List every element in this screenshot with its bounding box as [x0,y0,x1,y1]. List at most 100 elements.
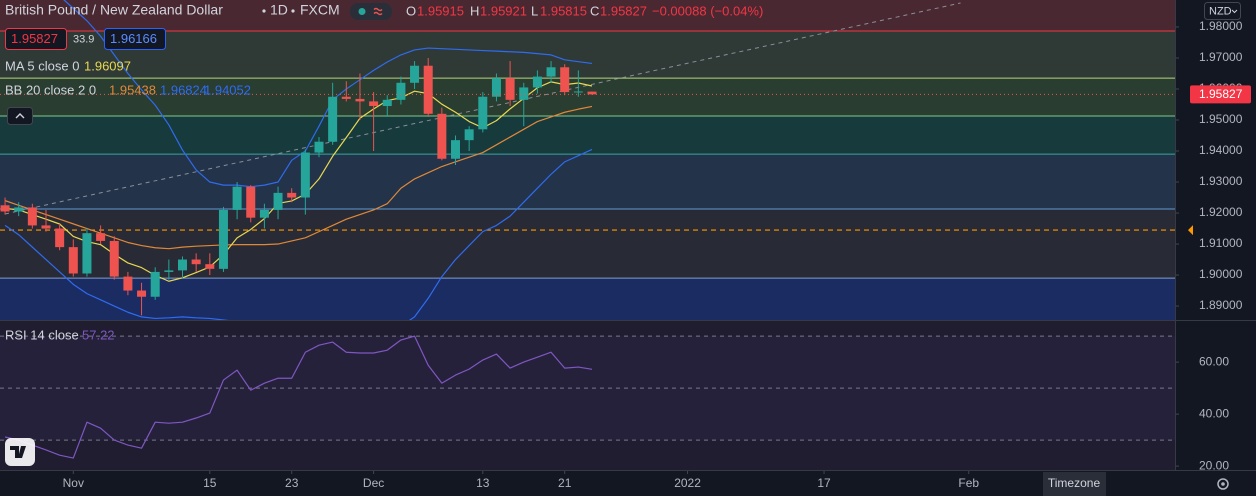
candle-body [109,240,119,277]
button-frame [7,107,33,125]
currency-dropdown[interactable]: NZD [1204,2,1241,20]
y-tick-label: 1.92000 [1199,205,1243,219]
settings-button[interactable] [1217,478,1229,490]
timezone: Timezone [1048,476,1101,490]
change: −0.00088 (−0.04%) [652,3,763,18]
ohlc-letter: O [406,3,416,18]
ohlc-letter: L [531,3,538,18]
rsi-y-tick-label: 60.00 [1199,354,1229,368]
pill-background [350,3,392,20]
rsi-line [4,335,593,459]
candle-body [437,113,447,159]
bb-upper-line [63,0,593,188]
ohlc-close: 1.95827 [600,3,647,18]
candle-body [259,209,269,218]
rsi-pane [0,335,1175,459]
last-price-label: 1.95827 [1199,87,1243,101]
zone [0,208,1175,279]
chevron-down [1231,9,1238,14]
gear-ring [1217,478,1229,490]
rsi-y-tick-label: 40.00 [1199,406,1229,420]
zone [0,31,1175,79]
last-price-badge [1190,85,1251,104]
price-pane [0,0,1175,320]
x-tick-label: 2022 [674,476,701,490]
candle-body [505,78,515,100]
zone [0,154,1175,209]
candle-body [478,96,488,130]
candle-body [382,99,392,107]
axes: 1.980001.970001.960001.950001.940001.930… [63,19,1251,490]
candle-body [546,67,556,77]
ohlc-letter: C [590,3,599,18]
ohlc-open: 1.95915 [417,3,464,18]
candle-body [560,67,570,93]
logo-mark [10,446,26,458]
rsi-legend-value: 57.22 [82,327,115,342]
candle-body [491,78,501,97]
interval: 1D [270,2,288,18]
spread: 33.9 [73,33,94,45]
y-tick-label: 1.90000 [1199,267,1243,281]
candle-body [314,141,324,153]
candle-body [451,140,461,159]
x-tick-label: 15 [203,476,217,490]
timezone-background [1043,472,1106,496]
candle-body [300,152,310,198]
bid-box[interactable] [5,28,67,50]
candle-body [396,82,406,100]
status-dot [358,8,366,15]
timezone-button[interactable]: Timezone [1043,472,1106,496]
candle-body [573,91,583,93]
candle-body [587,91,597,95]
ohlc-low: 1.95815 [540,3,587,18]
candle-body [55,228,65,248]
x-tick-label: 17 [817,476,831,490]
candle-body [519,87,529,100]
ma-legend-value: 1.96097 [84,58,131,73]
candle-body [273,192,283,210]
candle-body [191,259,201,265]
candle-body [14,207,24,212]
candle-body [68,247,78,274]
x-tick-label: 21 [558,476,572,490]
dropdown-frame [1204,2,1241,20]
bb-lower-value: 1.94052 [204,82,251,97]
candle-body [96,233,106,241]
separator-dot [291,9,295,13]
zone [0,278,1175,320]
candle-body [137,290,147,297]
candle-body [164,270,174,272]
status-icon [373,7,383,16]
bid: 1.95827 [11,31,58,46]
collapse-legend-button[interactable] [7,107,33,125]
source: FXCM [300,2,340,18]
candle-body [532,76,542,88]
y-tick-label: 1.94000 [1199,143,1243,157]
ask: 1.96166 [110,31,157,46]
candle-body [423,65,433,114]
rsi-background [0,321,1175,470]
y-tick-label: 1.97000 [1199,50,1243,64]
candle-body [218,209,228,269]
separator-dot [262,9,266,13]
alert-marker [1188,225,1193,236]
symbol-title: British Pound / New Zealand Dollar [5,2,223,18]
bb-legend-name: BB 20 close 2 0 [5,82,96,97]
status-pill[interactable] [350,3,392,20]
y-tick-label: 1.95000 [1199,112,1243,126]
x-tick-label: Nov [63,476,84,490]
currency: NZD [1209,5,1232,17]
zone [0,115,1175,155]
ma-legend-name: MA 5 close 0 [5,58,79,73]
candle-body [0,205,10,212]
ask-box[interactable] [104,28,166,50]
zone [0,0,1175,32]
candle-body [82,233,92,274]
candle-body [232,186,242,210]
candle-body [150,271,160,297]
ohlc-letter: H [470,3,479,18]
candle-body [355,98,365,102]
